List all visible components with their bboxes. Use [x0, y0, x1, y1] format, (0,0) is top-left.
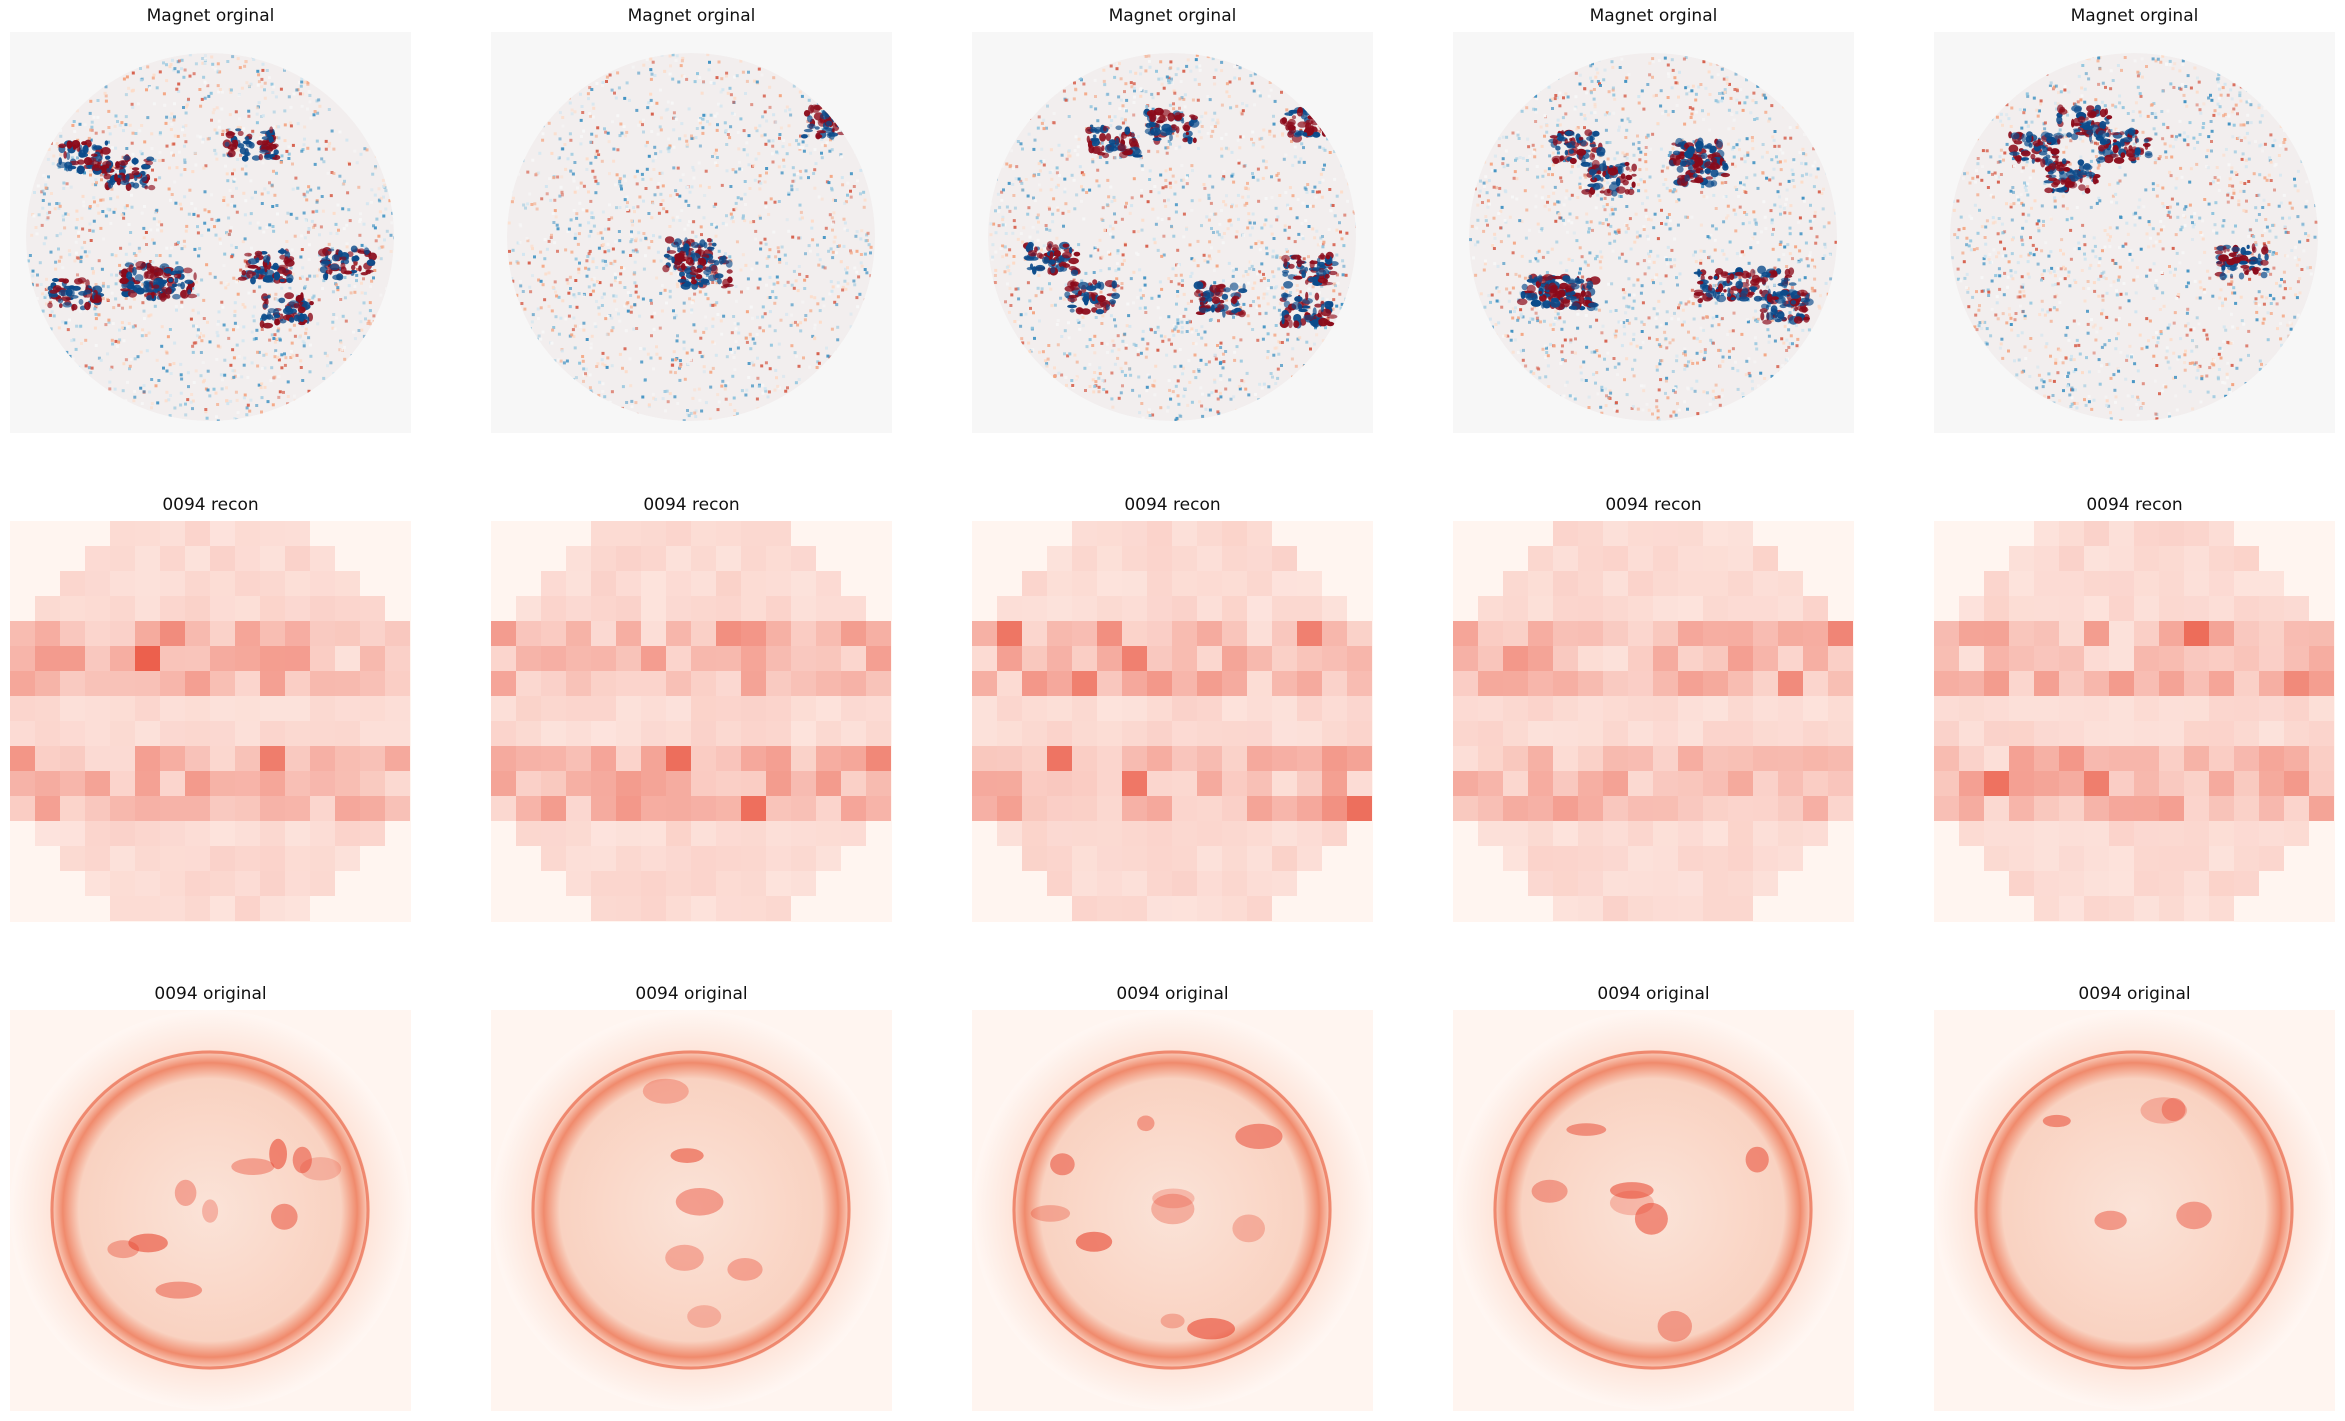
- recon-image-panel: [491, 521, 892, 922]
- recon-image-panel: [972, 521, 1373, 922]
- recon-image-panel: [1934, 521, 2335, 922]
- recon-image: [1453, 521, 1854, 922]
- original-image: [972, 1010, 1373, 1411]
- recon-image-panel: [1453, 521, 1854, 922]
- panel-title: 0094 recon: [1124, 495, 1221, 515]
- panel-title: 0094 recon: [2086, 495, 2183, 515]
- panel-title: 0094 original: [1116, 984, 1229, 1004]
- recon-image: [972, 521, 1373, 922]
- panel-title: 0094 recon: [1605, 495, 1702, 515]
- panel-title: 0094 original: [2078, 984, 2191, 1004]
- original-image-panel: [491, 1010, 892, 1411]
- panel-title: Magnet orginal: [146, 6, 275, 26]
- original-image-panel: [10, 1010, 411, 1411]
- recon-image-panel: [10, 521, 411, 922]
- original-image: [1453, 1010, 1854, 1411]
- recon-image: [10, 521, 411, 922]
- original-image-panel: [1934, 1010, 2335, 1411]
- magnet-image: [1453, 32, 1854, 433]
- original-image: [1934, 1010, 2335, 1411]
- panel-title: Magnet orginal: [1108, 6, 1237, 26]
- original-image-panel: [972, 1010, 1373, 1411]
- panel-title: Magnet orginal: [2070, 6, 2199, 26]
- panel-title: Magnet orginal: [1589, 6, 1718, 26]
- panel-title: 0094 original: [1597, 984, 1710, 1004]
- recon-image: [1934, 521, 2335, 922]
- magnet-image-panel: [10, 32, 411, 433]
- magnet-image: [491, 32, 892, 433]
- magnet-image-panel: [1453, 32, 1854, 433]
- original-image: [10, 1010, 411, 1411]
- panel-title: 0094 original: [635, 984, 748, 1004]
- panel-title: Magnet orginal: [627, 6, 756, 26]
- original-image: [491, 1010, 892, 1411]
- magnet-image: [1934, 32, 2335, 433]
- magnet-image: [10, 32, 411, 433]
- recon-image: [491, 521, 892, 922]
- panel-title: 0094 recon: [643, 495, 740, 515]
- magnet-image-panel: [972, 32, 1373, 433]
- magnet-image-panel: [1934, 32, 2335, 433]
- panel-title: 0094 recon: [162, 495, 259, 515]
- magnet-image-panel: [491, 32, 892, 433]
- magnet-image: [972, 32, 1373, 433]
- panel-title: 0094 original: [154, 984, 267, 1004]
- original-image-panel: [1453, 1010, 1854, 1411]
